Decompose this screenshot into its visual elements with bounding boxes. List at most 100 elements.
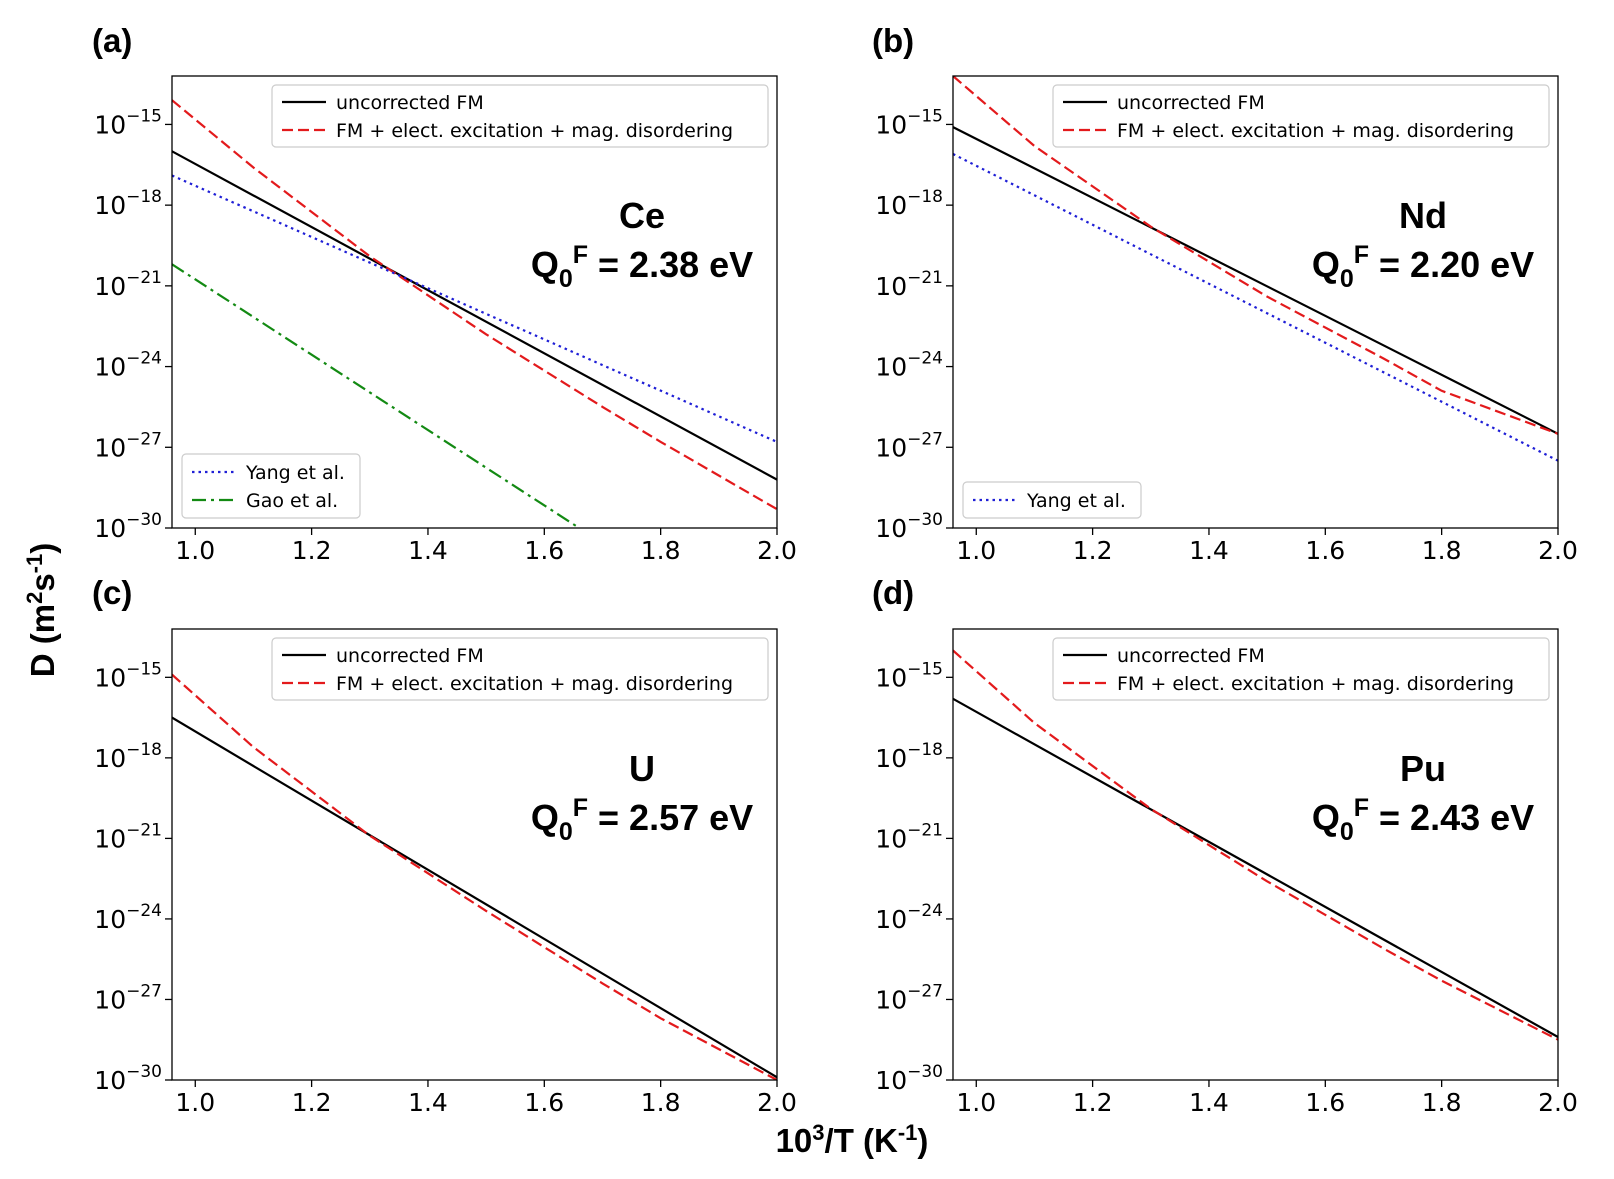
legend-entry: uncorrected FM: [336, 92, 484, 114]
y-tick-label: 10−18: [94, 187, 162, 220]
y-tick-label: 10−27: [875, 981, 943, 1014]
y-tick-label: 10−30: [875, 510, 943, 543]
series-line: [172, 716, 777, 1079]
y-tick-label: 10−21: [875, 268, 943, 301]
x-tick-label: 2.0: [1538, 536, 1578, 565]
x-tick-label: 1.0: [956, 536, 996, 565]
y-tick-label: 10−15: [875, 659, 943, 692]
y-tick-label: 10−15: [94, 106, 162, 139]
y-tick-label: 10−24: [875, 349, 943, 382]
x-tick-label: 1.2: [292, 1088, 332, 1117]
legend-box: [181, 453, 361, 519]
series-line: [953, 649, 1558, 1041]
x-tick-label: 1.4: [1189, 1088, 1229, 1117]
series-group: [172, 673, 777, 1080]
y-tick-label: 10−18: [875, 740, 943, 773]
legend-entry: uncorrected FM: [1117, 92, 1265, 114]
element-annotation: Nd: [1399, 195, 1447, 236]
y-tick-label: 10−21: [875, 820, 943, 853]
plot-frame: [952, 75, 1559, 529]
series-group: [953, 649, 1558, 1041]
chart-panel: (b) 1.0 1.2 1.4 1.6 1.8 2.0 10−15 10−18 10−21 10−2…: [872, 22, 1578, 565]
element-annotation: U: [629, 748, 655, 789]
y-tick-label: 10−27: [875, 429, 943, 462]
energy-annotation: Q0F = 2.38 eV: [531, 241, 753, 293]
legend-entry: uncorrected FM: [336, 645, 484, 667]
x-tick-label: 1.2: [1073, 1088, 1113, 1117]
panel-label: (b): [872, 22, 914, 59]
series-line: [172, 174, 777, 443]
legend-box: [271, 637, 769, 701]
y-tick-label: 10−15: [875, 106, 943, 139]
x-tick-label: 1.0: [175, 536, 215, 565]
series-line: [172, 673, 777, 1080]
legend-entry: FM + elect. excitation + mag. disorderin…: [336, 673, 733, 695]
y-tick-label: 10−30: [94, 1062, 162, 1095]
series-line: [953, 76, 1558, 435]
legend-entry: FM + elect. excitation + mag. disorderin…: [1117, 673, 1514, 695]
energy-annotation: Q0F = 2.20 eV: [1312, 241, 1534, 293]
series-line: [172, 150, 777, 481]
element-annotation: Pu: [1400, 748, 1446, 789]
chart-panel: (d) 1.0 1.2 1.4 1.6 1.8 2.0 10−15 10−18 10−21 10−2…: [872, 574, 1578, 1117]
panel-label: (a): [92, 22, 132, 59]
legend-entry: uncorrected FM: [1117, 645, 1265, 667]
legend-box: [1052, 637, 1550, 701]
series-line: [953, 697, 1558, 1038]
x-tick-label: 1.6: [1305, 1088, 1345, 1117]
y-tick-label: 10−15: [94, 659, 162, 692]
x-tick-label: 1.2: [1073, 536, 1113, 565]
y-tick-label: 10−27: [94, 429, 162, 462]
x-tick-label: 1.0: [956, 1088, 996, 1117]
legend-box: [271, 84, 769, 148]
element-annotation: Ce: [619, 195, 665, 236]
x-tick-label: 2.0: [757, 536, 797, 565]
series-line: [172, 99, 777, 511]
energy-annotation: Q0F = 2.57 eV: [531, 794, 753, 846]
x-tick-label: 1.0: [175, 1088, 215, 1117]
legend-entry: FM + elect. excitation + mag. disorderin…: [1117, 120, 1514, 142]
plot-frame: [171, 628, 778, 1081]
energy-annotation: Q0F = 2.43 eV: [1312, 794, 1534, 846]
series-group: [172, 99, 777, 528]
series-group: [953, 76, 1558, 462]
legend-box: [962, 481, 1142, 519]
y-tick-label: 10−24: [875, 901, 943, 934]
x-tick-label: 1.8: [1422, 1088, 1462, 1117]
series-line: [953, 126, 1558, 435]
x-tick-label: 1.6: [524, 1088, 564, 1117]
x-tick-label: 1.8: [641, 536, 681, 565]
x-tick-label: 2.0: [1538, 1088, 1578, 1117]
chart-panel: (a) 1.0 1.2 1.4 1.6 1.8 2.0 10−15 10−18 10−21 10−2…: [92, 22, 797, 565]
x-tick-label: 1.8: [1422, 536, 1462, 565]
y-tick-label: 10−21: [94, 820, 162, 853]
y-axis-label: D (m2s-1): [22, 543, 61, 678]
y-tick-label: 10−21: [94, 268, 162, 301]
legend-entry: Yang et al.: [1026, 490, 1126, 512]
x-tick-label: 1.4: [408, 1088, 448, 1117]
legend-entry: Gao et al.: [246, 490, 338, 512]
legend-box: [1052, 84, 1550, 148]
legend-entry: FM + elect. excitation + mag. disorderin…: [336, 120, 733, 142]
panel-label: (d): [872, 574, 914, 611]
plot-frame: [952, 628, 1559, 1081]
x-tick-label: 1.6: [524, 536, 564, 565]
legend-entry: Yang et al.: [245, 462, 345, 484]
x-axis-label: 103/T (K-1): [776, 1120, 929, 1159]
x-tick-label: 1.6: [1305, 536, 1345, 565]
x-tick-label: 1.2: [292, 536, 332, 565]
y-tick-label: 10−18: [875, 187, 943, 220]
chart-panel: (c) 1.0 1.2 1.4 1.6 1.8 2.0 10−15 10−18 10−21 10−2…: [92, 574, 797, 1117]
y-tick-label: 10−24: [94, 901, 162, 934]
y-tick-label: 10−18: [94, 740, 162, 773]
x-tick-label: 2.0: [757, 1088, 797, 1117]
panel-label: (c): [92, 574, 132, 611]
x-tick-label: 1.4: [408, 536, 448, 565]
plot-frame: [171, 75, 778, 529]
x-tick-label: 1.8: [641, 1088, 681, 1117]
y-tick-label: 10−24: [94, 349, 162, 382]
y-tick-label: 10−30: [875, 1062, 943, 1095]
y-tick-label: 10−30: [94, 510, 162, 543]
x-tick-label: 1.4: [1189, 536, 1229, 565]
